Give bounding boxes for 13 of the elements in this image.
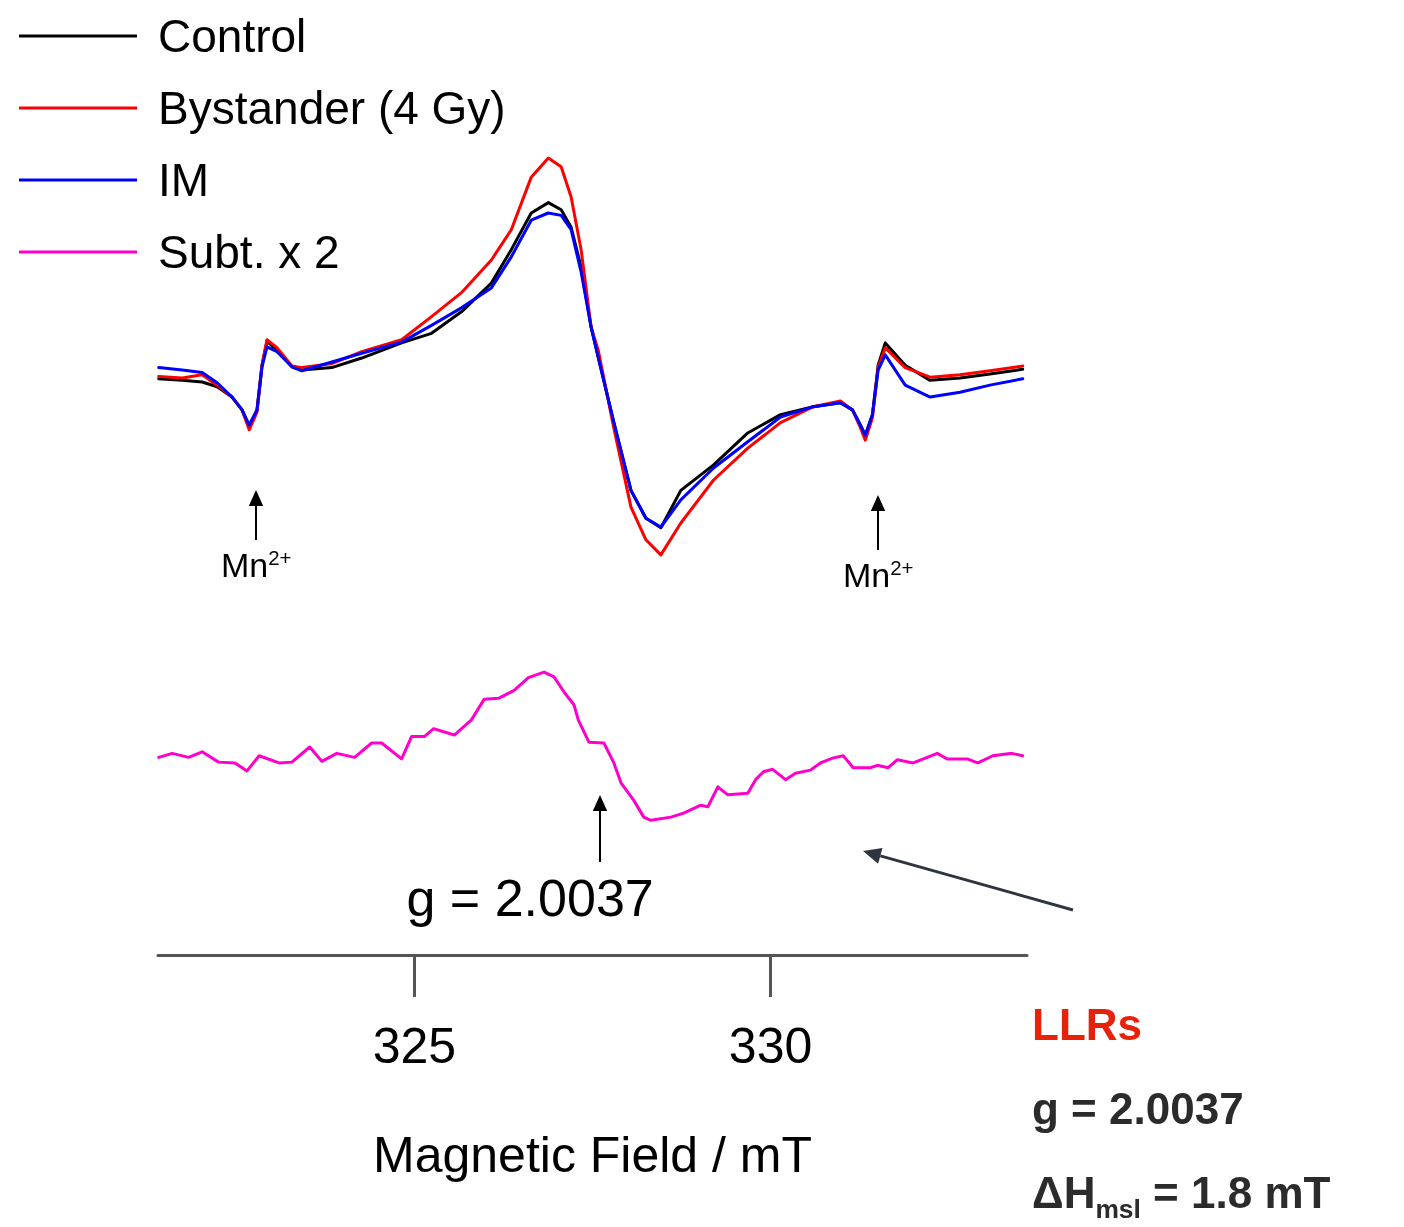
annotation: Mn$^{2+}$ [843, 556, 914, 595]
annotation: g = 2.0037 [406, 868, 654, 928]
legend-label: IM [158, 154, 210, 206]
legend-label: Subt. x 2 [158, 226, 340, 278]
x-tick-label: 325 [372, 1018, 457, 1074]
x-axis-title: Magnetic Field / mT [372, 1127, 813, 1183]
legend-label: Bystander (4 Gy) [158, 82, 506, 134]
text: g = 2.0037 [1032, 1084, 1244, 1134]
text: LLRs [1032, 1000, 1142, 1050]
x-tick-label: 330 [728, 1018, 813, 1074]
legend-label: Control [158, 10, 307, 62]
annotation: Mn$^{2+}$ [221, 546, 292, 585]
text: ΔH$_{msl}$ = 1.8 mT [1032, 1168, 1331, 1225]
